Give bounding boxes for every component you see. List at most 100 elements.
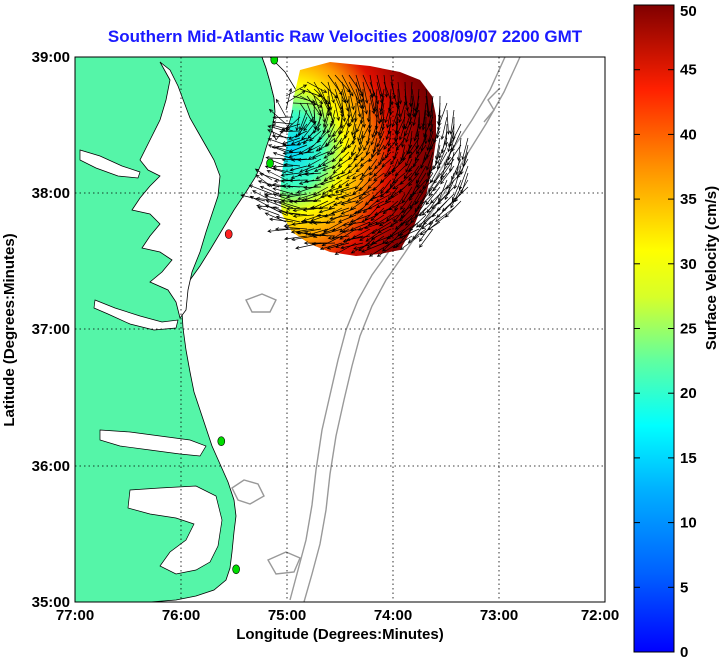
- velocity-vector: [394, 214, 413, 230]
- velocity-vector: [431, 200, 448, 218]
- velocity-vector: [318, 207, 336, 214]
- velocity-vector: [402, 144, 413, 161]
- velocity-vector: [435, 207, 455, 222]
- inlet-potomac: [79, 149, 141, 179]
- velocity-vector: [345, 179, 357, 187]
- velocity-vector: [326, 242, 350, 250]
- velocity-vector: [394, 165, 406, 177]
- velocity-vector: [355, 81, 363, 104]
- velocity-vector: [398, 102, 406, 123]
- velocity-vector: [353, 151, 364, 161]
- velocity-vector: [286, 184, 308, 189]
- velocity-vector: [371, 123, 378, 139]
- velocity-vector: [341, 102, 346, 123]
- velocity-vector: [444, 179, 455, 201]
- velocity-vector: [353, 242, 378, 250]
- velocity-vector: [292, 214, 315, 218]
- velocity-vector: [327, 235, 350, 240]
- velocity-vector: [385, 123, 392, 141]
- velocity-vector: [359, 228, 378, 241]
- velocity-vector: [408, 137, 420, 155]
- velocity-vector: [414, 158, 427, 177]
- x-tick-label: 77:00: [56, 607, 94, 624]
- velocity-vector: [284, 210, 308, 216]
- velocity-vector: [325, 214, 343, 224]
- x-tick-label: 73:00: [480, 607, 518, 624]
- station-marker: [270, 57, 279, 65]
- colorbar-tick-label: 10: [680, 515, 697, 532]
- velocity-vector: [313, 179, 329, 188]
- velocity-vector: [268, 108, 287, 125]
- velocity-vector: [295, 109, 301, 132]
- velocity-vector: [289, 165, 308, 172]
- station-marker: [217, 436, 226, 447]
- velocity-vector: [423, 123, 428, 145]
- velocity-vector: [419, 228, 434, 248]
- velocity-vector: [299, 151, 315, 155]
- velocity-vector: [309, 206, 328, 210]
- velocity-vector: [316, 213, 336, 218]
- y-tick-label: 38:00: [32, 185, 70, 202]
- velocity-vector: [379, 88, 385, 113]
- velocity-vector: [333, 200, 350, 206]
- velocity-vector: [370, 130, 378, 146]
- velocity-vector: [359, 158, 371, 167]
- velocity-vector: [266, 170, 287, 181]
- velocity-vector: [301, 123, 315, 141]
- velocity-vector: [358, 130, 364, 146]
- velocity-vector: [424, 144, 434, 161]
- velocity-vector: [310, 214, 329, 222]
- velocity-vector: [336, 172, 350, 180]
- velocity-vector: [285, 84, 308, 97]
- velocity-vector: [327, 193, 343, 198]
- velocity-vector: [362, 109, 366, 129]
- velocity-vector: [339, 130, 350, 145]
- velocity-vector: [387, 130, 392, 147]
- velocity-vector: [285, 206, 308, 211]
- velocity-vector: [255, 196, 280, 202]
- sound-albemarle: [99, 429, 207, 457]
- velocity-vector: [418, 179, 434, 194]
- velocity-vector: [380, 179, 392, 194]
- velocity-vector: [304, 172, 322, 177]
- velocity-vector: [340, 242, 364, 250]
- velocity-vector: [374, 207, 392, 216]
- velocity-vector: [303, 185, 322, 190]
- velocity-vector: [341, 228, 364, 234]
- velocity-vector: [334, 102, 340, 122]
- velocity-vector: [363, 137, 371, 152]
- velocity-vector: [451, 130, 462, 153]
- velocity-vector: [297, 157, 315, 162]
- velocity-vector: [272, 206, 294, 216]
- velocity-vector: [313, 193, 329, 202]
- velocity-vector: [425, 186, 441, 206]
- velocity-vector: [446, 109, 451, 135]
- velocity-vector: [278, 200, 301, 209]
- velocity-vector: [300, 198, 322, 203]
- colorbar-tick-label: 15: [680, 450, 697, 467]
- velocity-vector: [447, 130, 455, 153]
- x-tick-label: 74:00: [374, 607, 412, 624]
- velocity-vector: [312, 221, 336, 225]
- velocity-vector: [271, 134, 294, 139]
- velocity-vector: [381, 158, 392, 168]
- velocity-vector: [405, 207, 420, 226]
- velocity-vector: [311, 241, 336, 246]
- grid-lines: [75, 57, 605, 602]
- velocity-vector: [358, 186, 371, 200]
- velocity-vector: [308, 220, 329, 225]
- y-tick-label: 37:00: [32, 321, 70, 338]
- velocity-vector: [421, 214, 441, 230]
- colorbar-tick-label: 25: [680, 321, 697, 338]
- velocity-vector: [272, 167, 294, 174]
- velocity-vector: [379, 102, 385, 123]
- velocity-vector: [461, 137, 469, 161]
- velocity-vector: [412, 102, 420, 127]
- station-marker: [232, 564, 240, 575]
- y-tick-label: 35:00: [32, 594, 70, 611]
- velocity-vector: [282, 143, 301, 147]
- velocity-vector: [358, 179, 371, 192]
- x-tick-label: 72:00: [581, 607, 619, 624]
- velocity-vector: [405, 158, 413, 173]
